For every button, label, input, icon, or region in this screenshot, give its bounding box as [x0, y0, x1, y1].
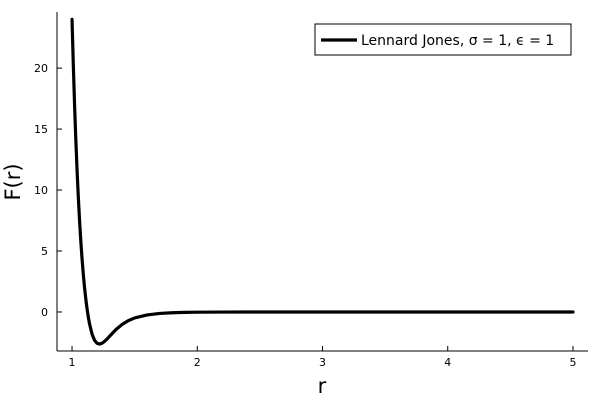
legend-box	[314, 23, 572, 56]
x-axis-title: r	[318, 374, 327, 398]
y-tick-label: 0	[41, 306, 48, 319]
x-tick-label: 3	[319, 356, 326, 369]
series-line-lennard-jones	[70, 17, 575, 346]
y-tick-label: 20	[34, 62, 48, 75]
x-ticks: 1 2 3 4 5	[69, 346, 576, 369]
y-tick-label: 10	[34, 184, 48, 197]
y-tick-label: 5	[41, 245, 48, 258]
y-axis-title: F(r)	[1, 163, 25, 200]
x-tick-label: 2	[194, 356, 201, 369]
x-tick-label: 4	[444, 356, 451, 369]
legend: Lennard Jones, σ = 1, ϵ = 1	[314, 23, 572, 56]
y-ticks: 0 5 10 15 20	[34, 62, 62, 319]
legend-entry-label: Lennard Jones, σ = 1, ϵ = 1	[361, 33, 554, 49]
x-tick-label: 1	[69, 356, 76, 369]
x-tick-label: 5	[569, 356, 576, 369]
y-tick-label: 15	[34, 123, 48, 136]
